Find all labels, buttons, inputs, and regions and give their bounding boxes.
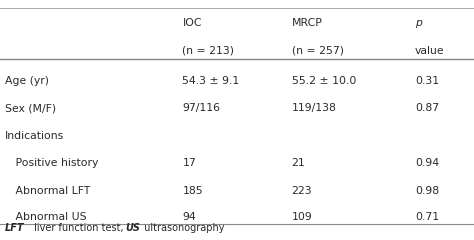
Text: 55.2 ± 10.0: 55.2 ± 10.0 (292, 76, 356, 86)
Text: (n = 213): (n = 213) (182, 46, 235, 56)
Text: 109: 109 (292, 212, 312, 222)
Text: 185: 185 (182, 186, 203, 196)
Text: LFT: LFT (5, 223, 24, 233)
Text: Positive history: Positive history (5, 158, 98, 168)
Text: US: US (126, 223, 140, 233)
Text: 94: 94 (182, 212, 196, 222)
Text: 119/138: 119/138 (292, 103, 337, 113)
Text: 0.71: 0.71 (415, 212, 439, 222)
Text: Indications: Indications (5, 131, 64, 141)
Text: MRCP: MRCP (292, 18, 322, 28)
Text: 17: 17 (182, 158, 196, 168)
Text: Age (yr): Age (yr) (5, 76, 49, 86)
Text: (n = 257): (n = 257) (292, 46, 344, 56)
Text: 0.87: 0.87 (415, 103, 439, 113)
Text: Abnormal US: Abnormal US (5, 212, 86, 222)
Text: liver function test,: liver function test, (31, 223, 127, 233)
Text: Abnormal LFT: Abnormal LFT (5, 186, 90, 196)
Text: ultrasonography: ultrasonography (141, 223, 225, 233)
Text: 0.94: 0.94 (415, 158, 439, 168)
Text: 21: 21 (292, 158, 305, 168)
Text: 97/116: 97/116 (182, 103, 220, 113)
Text: 0.98: 0.98 (415, 186, 439, 196)
Text: Sex (M/F): Sex (M/F) (5, 103, 56, 113)
Text: 0.31: 0.31 (415, 76, 439, 86)
Text: p: p (415, 18, 422, 28)
Text: IOC: IOC (182, 18, 202, 28)
Text: value: value (415, 46, 444, 56)
Text: 223: 223 (292, 186, 312, 196)
Text: 54.3 ± 9.1: 54.3 ± 9.1 (182, 76, 240, 86)
